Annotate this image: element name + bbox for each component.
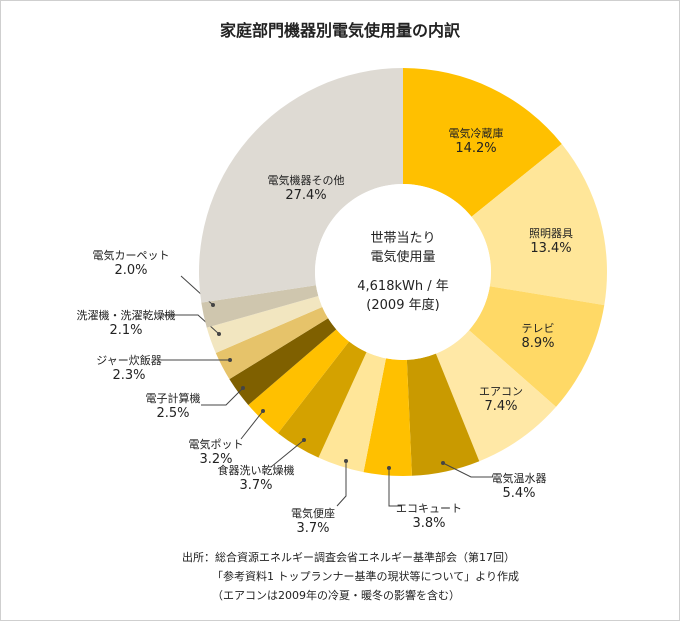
source-line-2: 「参考資料1 トップランナー基準の現状等について」より作成 [212, 570, 519, 583]
leader-dot-6 [344, 459, 348, 463]
slice-6 [318, 352, 386, 473]
slice-label-5: エコキュート 3.8% [396, 501, 462, 531]
slice-2 [469, 286, 605, 407]
slice-value: 2.3% [112, 368, 146, 383]
slice-11 [206, 296, 323, 354]
slice-9 [229, 318, 337, 405]
center-line-2: 電気使用量 [370, 250, 436, 265]
slice-label-8: 電気ポット 3.2% [189, 437, 244, 467]
center-text: 世帯当たり 電気使用量 4,618kWh / 年 (2009 年度) [357, 229, 448, 315]
slice-7 [277, 341, 367, 458]
slice-label-7: 食器洗い乾燥機 3.7% [218, 463, 295, 493]
slice-name: 照明器具 [529, 227, 573, 240]
leader-line-11 [161, 314, 220, 335]
leader-dot-7 [302, 438, 306, 442]
leader-dot-8 [261, 409, 265, 413]
slice-4 [406, 353, 480, 476]
slice-value: 2.5% [156, 406, 190, 421]
slice-12 [201, 285, 319, 328]
slice-name: エコキュート [396, 502, 462, 515]
leader-dot-9 [241, 386, 245, 390]
slice-name: 電気機器その他 [267, 174, 345, 187]
donut-hole [315, 184, 491, 360]
leader-line-6 [336, 461, 347, 507]
slice-value: 13.4% [530, 241, 572, 256]
slice-name: エアコン [479, 385, 523, 398]
leader-dot-10 [228, 358, 232, 362]
slice-value: 2.0% [114, 263, 148, 278]
slice-name: 電気温水器 [491, 472, 547, 485]
source-note: 出所：総合資源エネルギー調査会省エネルギー基準部会（第17回） 「参考資料1 ト… [182, 548, 519, 605]
slice-name: 電子計算機 [145, 392, 201, 405]
chart-title: 家庭部門機器別電気使用量の内訳 [219, 21, 460, 40]
slice-1 [471, 143, 607, 306]
source-line-3: （エアコンは2009年の冷夏・暖冬の影響を含む） [212, 589, 460, 602]
slice-label-12: 電気カーペット 2.0% [93, 248, 170, 278]
slice-label-11: 洗濯機・洗濯乾燥機 2.1% [77, 308, 176, 338]
leader-dot-5 [387, 466, 391, 470]
slice-label-10: ジャー炊飯器 2.3% [96, 353, 161, 383]
center-line-1: 世帯当たり [370, 231, 436, 246]
leader-line-4 [442, 462, 493, 478]
slice-name: 洗濯機・洗濯乾燥機 [76, 309, 176, 322]
slice-label-1: 照明器具 13.4% [529, 226, 573, 256]
slice-name: 電気冷蔵庫 [448, 127, 504, 140]
slice-label-9: 電子計算機 2.5% [146, 391, 201, 421]
leader-line-5 [388, 468, 401, 507]
slice-13 [199, 68, 403, 303]
slice-value: 3.7% [239, 478, 273, 493]
slice-value: 3.2% [199, 452, 233, 467]
slice-value: 27.4% [285, 188, 327, 203]
slice-5 [363, 358, 412, 476]
slice-name: 電気ポット [188, 438, 244, 451]
slice-8 [248, 329, 350, 434]
slice-value: 3.8% [412, 516, 446, 531]
slice-label-3: エアコン 7.4% [479, 384, 523, 414]
slice-0 [403, 68, 562, 217]
leader-line-8 [240, 410, 264, 440]
slice-value: 2.1% [109, 323, 143, 338]
slice-name: ジャー炊飯器 [96, 354, 162, 367]
center-line-4: (2009 年度) [366, 298, 440, 313]
slice-value: 7.4% [484, 399, 518, 414]
slice-label-6: 電気便座 3.7% [291, 506, 335, 536]
slice-name: 電気カーペット [92, 249, 170, 262]
slice-3 [435, 330, 557, 462]
leader-line-7 [270, 439, 305, 468]
leader-dot-12 [211, 303, 215, 307]
slice-label-2: テレビ 8.9% [521, 321, 554, 351]
slice-label-13: 電気機器その他 27.4% [268, 173, 345, 203]
slice-value: 8.9% [521, 336, 555, 351]
slice-value: 5.4% [502, 486, 536, 501]
slice-name: 食器洗い乾燥機 [217, 464, 295, 477]
slice-name: テレビ [521, 322, 555, 335]
source-line-1: 出所：総合資源エネルギー調査会省エネルギー基準部会（第17回） [182, 551, 515, 564]
slice-label-0: 電気冷蔵庫 14.2% [449, 126, 504, 156]
leader-dot-11 [217, 332, 221, 336]
slice-10 [215, 306, 329, 380]
slice-name: 電気便座 [291, 507, 335, 520]
slice-value: 14.2% [455, 141, 497, 156]
leader-line-9 [201, 387, 244, 406]
slice-value: 3.7% [296, 521, 330, 536]
center-line-3: 4,618kWh / 年 [357, 279, 449, 294]
slice-label-4: 電気温水器 5.4% [492, 471, 547, 501]
leader-dot-4 [441, 461, 445, 465]
